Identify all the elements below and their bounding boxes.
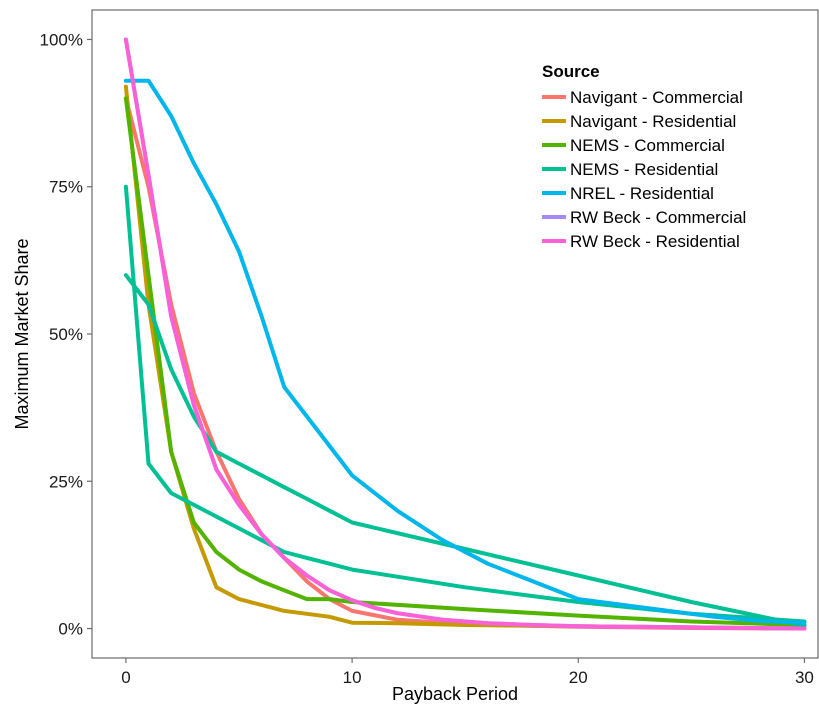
x-axis: 0 10 20 30 xyxy=(121,658,814,687)
legend-label: RW Beck - Commercial xyxy=(570,208,746,227)
legend-title: Source xyxy=(542,62,600,81)
legend-label: NEMS - Commercial xyxy=(570,136,725,155)
y-tick-label: 50% xyxy=(49,325,83,344)
x-tick-label: 20 xyxy=(569,668,588,687)
legend-label: NREL - Residential xyxy=(570,184,714,203)
plot-panel xyxy=(91,9,819,659)
y-axis-title: Maximum Market Share xyxy=(12,238,32,429)
x-tick-label: 30 xyxy=(795,668,814,687)
series-line-rw-beck-residential xyxy=(123,37,807,631)
legend-label: NEMS - Residential xyxy=(570,160,718,179)
legend-label: RW Beck - Residential xyxy=(570,232,740,251)
y-axis: 0% 25% 50% 75% 100% xyxy=(40,30,92,639)
y-tick-label: 75% xyxy=(49,178,83,197)
x-tick-label: 10 xyxy=(343,668,362,687)
y-tick-label: 0% xyxy=(58,620,83,639)
series-line-nems-residential xyxy=(123,273,807,628)
series-line-nrel-residential xyxy=(123,78,807,625)
x-tick-label: 0 xyxy=(121,668,130,687)
x-axis-title: Payback Period xyxy=(392,684,518,704)
legend-label: Navigant - Residential xyxy=(570,112,736,131)
series-line-nems-residential xyxy=(123,184,807,624)
legend-label: Navigant - Commercial xyxy=(570,88,743,107)
y-tick-label: 100% xyxy=(40,30,83,49)
series-line-nems-commercial xyxy=(123,96,807,627)
y-tick-label: 25% xyxy=(49,472,83,491)
series-lines xyxy=(123,37,807,631)
legend: Source Navigant - Commercial Navigant - R… xyxy=(542,62,746,251)
